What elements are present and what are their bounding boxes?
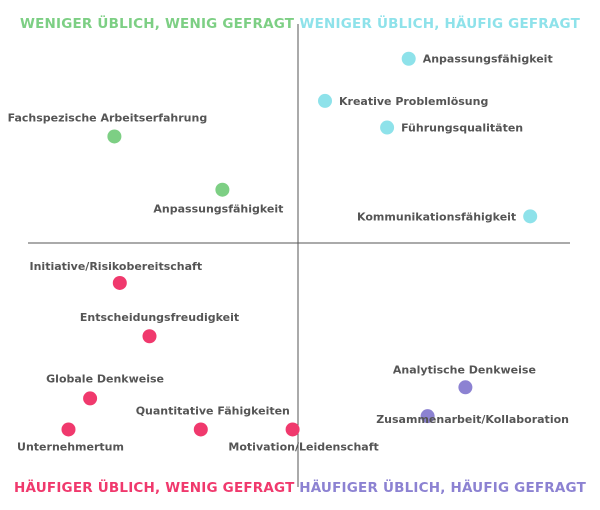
point-label: Quantitative Fähigkeiten (136, 404, 290, 417)
scatter-point (215, 182, 230, 197)
scatter-point (380, 120, 395, 135)
scatter-point (83, 391, 98, 406)
quadrant-title-top-right: WENIGER ÜBLICH, HÄUFIG GEFRAGT (300, 14, 581, 32)
point-label: Entscheidungsfreudigkeit (80, 311, 239, 324)
point-label: Anpassungsfähigkeit (153, 203, 283, 216)
scatter-point (420, 409, 435, 424)
scatter-points: Anpassungsfähigkeit Kreative Problemlösun… (8, 51, 569, 453)
point-label: Zusammenarbeit/Kollaboration (376, 413, 569, 426)
point-label: Führungsqualitäten (401, 122, 523, 135)
scatter-point (107, 129, 122, 144)
point-label: Analytische Denkweise (393, 363, 536, 376)
point-label: Anpassungsfähigkeit (423, 53, 553, 66)
scatter-point (142, 329, 157, 344)
quadrant-title-bottom-right: HÄUFIGER ÜBLICH, HÄUFIG GEFRAGT (299, 478, 586, 496)
quadrant-title-top-left: WENIGER ÜBLICH, WENIG GEFRAGT (20, 14, 295, 32)
quadrant-title-bottom-left: HÄUFIGER ÜBLICH, WENIG GEFRAGT (14, 478, 295, 496)
scatter-point (401, 51, 416, 66)
point-label: Globale Denkweise (46, 372, 164, 385)
scatter-point (458, 380, 473, 395)
point-label: Motivation/Leidenschaft (228, 440, 378, 453)
point-label: Fachspezische Arbeitserfahrung (8, 111, 208, 124)
scatter-point (523, 209, 538, 224)
point-label: Kreative Problemlösung (339, 95, 488, 108)
point-label: Kommunikationsfähigkeit (357, 210, 516, 223)
scatter-point (193, 422, 208, 437)
point-label: Unternehmertum (17, 440, 124, 453)
scatter-point (318, 93, 332, 108)
point-label: Initiative/Risikobereitschaft (30, 260, 203, 273)
scatter-point (112, 275, 127, 290)
scatter-point (61, 422, 76, 437)
scatter-point (285, 422, 300, 437)
